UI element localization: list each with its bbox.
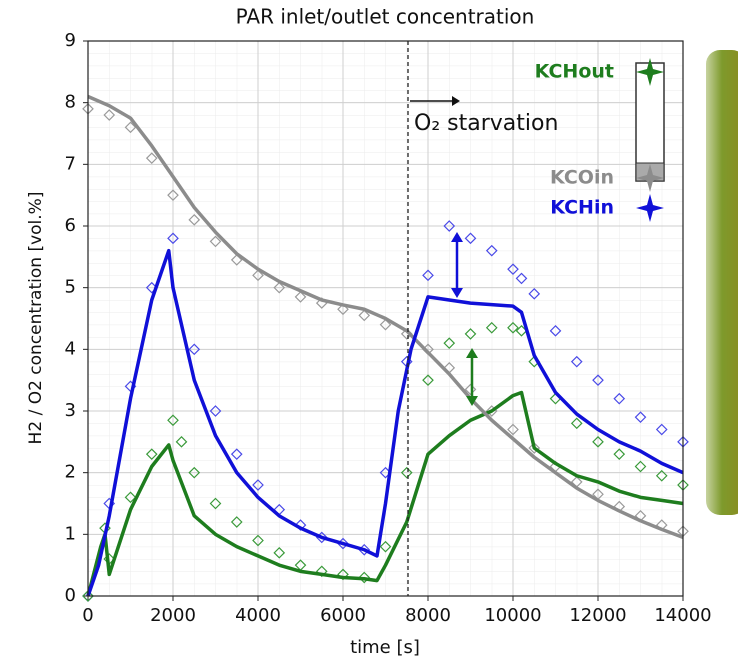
y-axis-label: H2 / O2 concentration [vol.%] <box>26 192 46 445</box>
legend-label: KCOin <box>550 167 614 189</box>
annotation: O₂ starvation <box>414 111 558 136</box>
marker <box>613 448 626 461</box>
marker <box>592 435 604 448</box>
marker <box>82 590 94 602</box>
x-tick-label: 14000 <box>654 605 711 626</box>
marker <box>103 109 116 121</box>
marker <box>209 235 222 248</box>
marker <box>167 189 179 202</box>
arrow-head <box>452 96 460 106</box>
chart-title: PAR inlet/outlet concentration <box>236 5 535 29</box>
marker <box>188 466 201 479</box>
marker <box>507 263 519 276</box>
y-tick-label: 1 <box>65 523 76 544</box>
marker <box>337 568 349 581</box>
marker <box>507 423 519 436</box>
legend-marker <box>636 164 664 192</box>
photo <box>706 50 738 515</box>
marker <box>655 469 668 482</box>
marker <box>379 540 392 553</box>
legend-marker <box>636 58 664 86</box>
marker <box>634 411 647 424</box>
series-line <box>86 248 684 597</box>
marker <box>528 442 541 454</box>
x-tick-label: 4000 <box>235 605 281 626</box>
plot-frame <box>87 40 684 597</box>
marker <box>570 355 583 368</box>
marker <box>485 244 498 257</box>
marker <box>175 435 188 448</box>
legend-label: KCHin <box>550 197 614 219</box>
y-tick-label: 9 <box>65 30 76 51</box>
marker <box>209 405 222 417</box>
y-tick-label: 2 <box>65 462 76 483</box>
y-tick-label: 8 <box>65 92 76 113</box>
marker <box>549 324 562 337</box>
green-arrow <box>466 348 478 406</box>
marker <box>145 448 158 461</box>
marker <box>422 269 434 282</box>
marker <box>485 321 498 334</box>
marker <box>252 269 264 282</box>
x-tick-label: 12000 <box>569 605 626 626</box>
x-tick-label: 0 <box>82 605 93 626</box>
y-tick-label: 6 <box>65 215 76 236</box>
marker <box>592 374 604 387</box>
marker <box>124 121 137 134</box>
marker <box>337 303 349 316</box>
marker <box>570 417 583 430</box>
marker <box>400 466 413 479</box>
marker <box>252 479 264 491</box>
x-tick-label: 8000 <box>405 605 451 626</box>
marker <box>294 519 307 531</box>
marker <box>443 220 456 232</box>
marker <box>358 571 371 584</box>
x-tick-label: 6000 <box>320 605 366 626</box>
marker <box>358 309 371 322</box>
marker <box>422 374 434 387</box>
marker <box>634 460 647 473</box>
x-axis-label: time [s] <box>350 637 420 658</box>
legend-label: KCHout <box>535 61 614 83</box>
y-tick-label: 0 <box>65 585 76 606</box>
marker <box>188 343 201 356</box>
y-tick-label: 3 <box>65 400 76 421</box>
marker <box>124 491 137 504</box>
marker <box>167 232 179 245</box>
marker <box>273 281 286 294</box>
marker <box>230 516 243 528</box>
marker <box>273 546 286 559</box>
marker <box>145 152 158 165</box>
y-tick-label: 7 <box>65 153 76 174</box>
marker <box>379 318 392 331</box>
x-tick-label: 10000 <box>484 605 541 626</box>
marker <box>294 291 307 303</box>
marker <box>464 328 477 340</box>
y-tick-label: 5 <box>65 277 76 298</box>
marker <box>655 423 668 436</box>
marker <box>464 383 477 396</box>
series-line <box>86 390 684 597</box>
marker <box>209 497 222 510</box>
marker <box>230 448 243 461</box>
marker <box>613 392 626 405</box>
marker <box>252 534 264 547</box>
marker <box>464 232 477 245</box>
marker <box>188 213 201 226</box>
blue-arrow <box>451 232 463 298</box>
marker <box>515 272 528 285</box>
marker <box>167 414 179 427</box>
marker <box>507 321 519 334</box>
marker <box>315 565 328 578</box>
y-tick-label: 4 <box>65 338 76 359</box>
marker <box>528 287 541 300</box>
legend-marker <box>636 194 664 222</box>
series-line <box>87 94 684 540</box>
x-tick-label: 2000 <box>150 605 196 626</box>
marker <box>443 337 456 350</box>
